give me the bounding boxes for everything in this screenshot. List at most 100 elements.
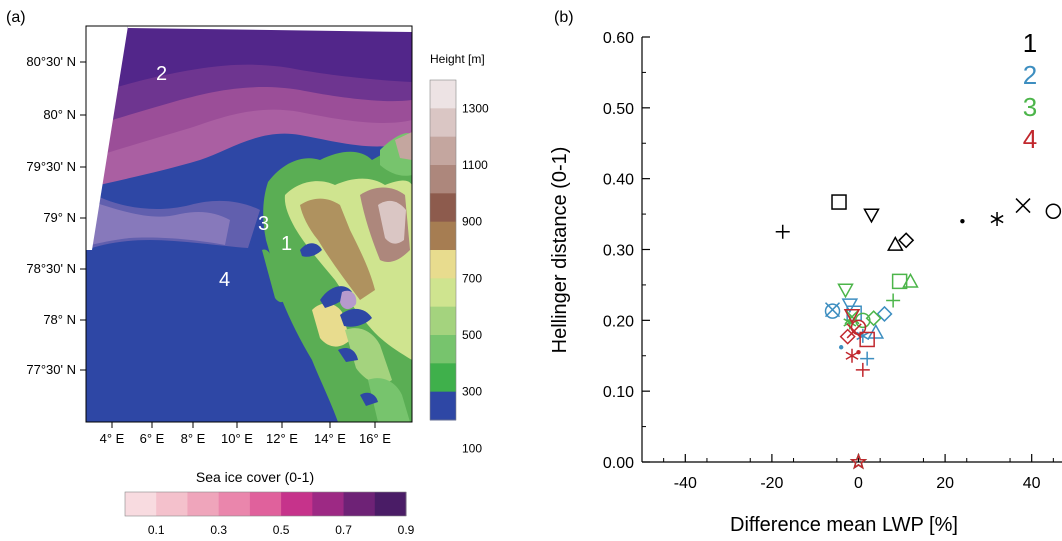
- panel-b-label: (b): [554, 9, 574, 26]
- data-point-cross: [846, 323, 862, 339]
- data-point-circle: [1045, 203, 1062, 219]
- sea-ice-colorbar-label: 0.3: [210, 523, 227, 537]
- data-point-asterisk: [856, 328, 870, 343]
- scatter-plot-frame: [641, 37, 1062, 463]
- sea-ice-colorbar-label: 0.1: [148, 523, 165, 537]
- region-label-2: 2: [156, 63, 167, 85]
- latitude-axis: 80°30' N 80° N 79°30' N 79° N 78°30' N 7…: [26, 54, 86, 377]
- height-colorbar-label: 900: [462, 215, 482, 229]
- data-point-triangle: [887, 235, 904, 251]
- sea-ice-colorbar-labels: 0.1 0.3 0.5 0.7 0.9: [148, 523, 415, 537]
- height-colorbar-swatch: [430, 165, 456, 194]
- lat-tick-label: 80° N: [43, 107, 76, 122]
- data-point-triangle: [902, 272, 919, 288]
- y-tick-label: 0.40: [603, 172, 634, 189]
- sea-ice-colorbar-swatch: [343, 492, 376, 516]
- series-3: [837, 272, 919, 470]
- data-point-asterisk: [845, 348, 859, 363]
- lat-tick-label: 78° N: [43, 312, 76, 327]
- map-area: [86, 26, 412, 422]
- lat-tick-label: 79°30' N: [26, 159, 76, 174]
- data-point-square: [831, 194, 847, 210]
- y-tick-label: 0.30: [603, 243, 634, 260]
- map-frame: [85, 25, 413, 423]
- data-point-dot: [960, 218, 965, 224]
- sea-ice-colorbar-swatch: [125, 492, 157, 516]
- height-colorbar-swatch: [430, 278, 456, 308]
- x-tick-label: -40: [674, 475, 697, 492]
- y-tick-label: 0.10: [603, 384, 634, 401]
- data-point-cross: [824, 302, 841, 318]
- height-colorbar-label: 300: [462, 385, 482, 399]
- sea-ice-bar-title: Sea ice cover (0-1): [196, 469, 314, 485]
- height-colorbar-swatch: [430, 363, 456, 393]
- height-colorbar-swatch: [430, 136, 456, 166]
- height-colorbar-swatch: [430, 306, 456, 336]
- lon-tick-label: 8° E: [181, 431, 206, 446]
- data-point-triangle: [867, 323, 885, 339]
- data-point-diamond: [898, 232, 915, 249]
- longitude-axis: 4° E 6° E 8° E 10° E 12° E 14° E 16° E: [100, 422, 391, 446]
- data-point-plus: [860, 351, 875, 366]
- sea-ice-colorbar-swatch: [218, 492, 251, 516]
- data-point-plus: [855, 362, 870, 377]
- region-label-4: 4: [219, 269, 230, 291]
- region-label-1: 1: [281, 233, 292, 255]
- lon-tick-label: 16° E: [359, 431, 391, 446]
- height-colorbar-swatch: [430, 108, 456, 138]
- data-point-square: [859, 331, 875, 348]
- data-point-triangle-down: [837, 283, 854, 299]
- data-point-cross: [1015, 198, 1031, 214]
- data-point-diamond: [876, 305, 893, 323]
- lat-tick-label: 80°30' N: [26, 54, 76, 69]
- data-point-asterisk: [990, 212, 1004, 227]
- height-colorbar-label: 1300: [462, 101, 489, 115]
- y-tick-label: 0.20: [603, 313, 634, 330]
- height-colorbar-swatch: [430, 193, 456, 223]
- height-colorbar-label: 700: [462, 271, 482, 285]
- lat-tick-label: 78°30' N: [26, 261, 76, 276]
- data-point-triangle-down: [863, 208, 880, 224]
- sea-ice-colorbar-label: 0.7: [335, 523, 352, 537]
- legend-entry-1: 1: [1023, 28, 1037, 58]
- lon-tick-label: 14° E: [314, 431, 346, 446]
- sea-ice-colorbar: [124, 491, 407, 517]
- series-4: [839, 309, 875, 470]
- legend-entry-3: 3: [1023, 92, 1037, 122]
- lon-tick-label: 10° E: [221, 431, 253, 446]
- scatter-points: [775, 194, 1062, 470]
- y-axis: 0.00 0.10 0.20 0.30 0.40 0.50 0.60: [603, 30, 650, 472]
- lon-tick-label: 12° E: [266, 431, 298, 446]
- lon-tick-label: 6° E: [140, 431, 165, 446]
- height-colorbar-swatch: [430, 335, 456, 364]
- x-tick-label: 20: [936, 475, 954, 492]
- lat-tick-label: 77°30' N: [26, 362, 76, 377]
- sea-ice-colorbar-label: 0.9: [398, 523, 415, 537]
- x-tick-label: -20: [760, 475, 783, 492]
- x-axis: -40 -20 0 20 40: [663, 454, 1054, 492]
- data-point-star: [849, 452, 868, 470]
- y-tick-label: 0.60: [603, 30, 634, 47]
- lat-tick-label: 79° N: [43, 210, 76, 225]
- x-tick-label: 40: [1023, 475, 1041, 492]
- height-bar-title: Height [m]: [430, 52, 485, 66]
- sea-ice-colorbar-swatch: [249, 492, 282, 516]
- data-point-dot: [856, 350, 861, 355]
- height-colorbar-swatch: [430, 250, 456, 279]
- height-colorbar-swatch: [430, 391, 456, 421]
- height-colorbar-label: 500: [462, 328, 482, 342]
- sea-ice-colorbar-swatch: [281, 492, 313, 516]
- legend-entry-4: 4: [1023, 124, 1037, 154]
- y-tick-label: 0.00: [603, 455, 634, 472]
- sea-ice-colorbar-swatch: [312, 492, 345, 516]
- x-axis-label: Difference mean LWP [%]: [730, 514, 958, 536]
- height-colorbar-swatch: [430, 80, 456, 109]
- land-svalbard: [262, 132, 412, 422]
- data-point-diamond: [839, 328, 856, 345]
- series-1: [775, 194, 1062, 251]
- data-point-circle: [824, 303, 841, 319]
- height-colorbar-labels: 1300 1100 900 700 500 300 100: [462, 101, 489, 455]
- domain-edge: [86, 26, 128, 250]
